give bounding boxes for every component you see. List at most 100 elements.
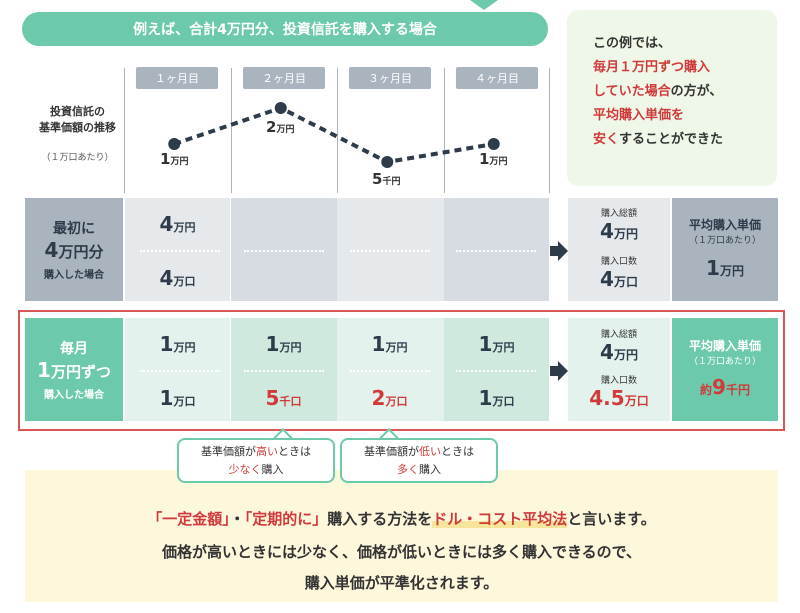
highlight-frame: [18, 310, 785, 431]
monthly-cell-1: [125, 318, 230, 421]
note-line1: この例では、: [593, 36, 672, 51]
monthly-label-line3: 購入した場合: [44, 390, 104, 401]
arrow-head-icon: [558, 361, 568, 381]
lump-cell-1: [125, 198, 230, 301]
lump-sum-label: 最初に 4万円分 購入した場合: [25, 198, 123, 301]
monthly-cell-2: [231, 318, 337, 421]
divider: [350, 250, 430, 252]
monthly-units-4: 1万口: [478, 386, 515, 410]
column-divider: [231, 68, 232, 193]
monthly-avg-title: 平均購入単価: [688, 339, 761, 353]
lump-average: 平均購入単価 （１万口あたり） 1万円: [672, 198, 778, 301]
conclusion-line1: 「一定金額」・「定期的に」購入する方法をドル・コスト平均法と言います。: [147, 510, 656, 528]
divider: [350, 370, 430, 372]
trend-title: 投資信託の 基準価額の推移: [30, 104, 125, 136]
trend-point-4: [487, 138, 500, 150]
monthly-summary: 購入総額 4万円 購入口数 4.5万口: [568, 318, 670, 421]
lump-amount: 4万円: [159, 212, 196, 236]
trend-line: [173, 105, 495, 165]
monthly-units-3: 2万口: [371, 386, 408, 410]
note-line4: 平均購入単価を: [593, 108, 685, 123]
lump-cell-2: [231, 198, 337, 301]
month-header-1: １ヶ月目: [136, 67, 218, 89]
explanation-note: この例では、 毎月１万円ずつ購入 していた場合の方が、 平均購入単価を 安くする…: [567, 10, 777, 186]
note-line3-emph: していた場合: [593, 84, 671, 99]
lump-label-line3: 購入した場合: [44, 270, 104, 281]
price-trend-chart: [168, 102, 500, 168]
lump-label-line1: 最初に: [53, 221, 95, 237]
price-label-1: 1万円: [160, 150, 189, 168]
bubble2-line2: 多く購入: [397, 463, 441, 476]
lump-total-value: 4万円: [600, 218, 638, 243]
column-divider: [444, 68, 445, 193]
monthly-total-label: 購入総額: [600, 329, 637, 340]
lump-avg-value: 1万円: [706, 256, 744, 280]
monthly-total-value: 4万円: [600, 339, 638, 364]
bubble1-line2: 少なく購入: [228, 463, 284, 476]
month-header-2: ２ヶ月目: [243, 67, 325, 89]
arrow-icon: [550, 366, 560, 376]
monthly-label: 毎月 1万円ずつ 購入した場合: [25, 318, 123, 421]
divider: [244, 250, 324, 252]
arrow-icon: [550, 246, 560, 256]
monthly-cell-4: [444, 318, 549, 421]
monthly-amount-1: 1万円: [159, 332, 196, 356]
monthly-units-1: 1万口: [159, 386, 196, 410]
lump-summary: 購入総額 4万円 購入口数 4万口: [568, 198, 670, 301]
column-divider: [124, 68, 125, 193]
trend-point-1: [168, 138, 181, 150]
trend-subtitle: （１万口あたり）: [41, 153, 114, 163]
monthly-cell-3: [337, 318, 444, 421]
lump-units-value: 4万口: [600, 266, 638, 291]
conclusion-line2: 価格が高いときには少なく、価格が低いときには多く購入できるので、: [161, 543, 642, 561]
price-label-4: 1万円: [479, 150, 508, 168]
note-line3: していた場合の方が、: [593, 80, 777, 104]
monthly-amount-2: 1万円: [265, 332, 302, 356]
monthly-amount-3: 1万円: [371, 332, 408, 356]
trend-point-2: [274, 102, 287, 114]
trend-point-3: [381, 156, 394, 168]
monthly-units-label: 購入口数: [600, 375, 637, 386]
divider: [140, 370, 220, 372]
lump-total-label: 購入総額: [600, 208, 637, 219]
lump-cell-3: [337, 198, 444, 301]
divider: [140, 250, 220, 252]
lump-avg-sub: （１万口あたり）: [688, 236, 761, 246]
monthly-avg-sub: （１万口あたり）: [688, 357, 761, 367]
lump-avg-title: 平均購入単価: [688, 218, 761, 232]
monthly-label-line2: 1万円ずつ: [37, 358, 111, 382]
note-line5-emph: 安く: [593, 132, 620, 147]
monthly-units-value: 4.5万口: [589, 385, 649, 410]
note-line5-rest: することができた: [619, 132, 724, 147]
month-header-3: ３ヶ月目: [349, 67, 431, 89]
divider: [456, 370, 536, 372]
column-divider: [337, 68, 338, 193]
lump-units: 4万口: [159, 266, 196, 290]
divider: [244, 370, 324, 372]
note-line3-rest: の方が、: [670, 84, 723, 99]
divider: [456, 250, 536, 252]
bubble1-line1: 基準価額が高いときは: [201, 445, 311, 458]
monthly-avg-value: 約9千円: [700, 375, 750, 399]
price-label-2: 2万円: [266, 118, 295, 136]
arrow-head-icon: [558, 241, 568, 261]
note-line2: 毎月１万円ずつ購入: [593, 60, 711, 75]
header-notch: [470, 0, 498, 10]
lump-units-label: 購入口数: [600, 256, 637, 267]
lump-cell-4: [444, 198, 549, 301]
callout-high-price: 基準価額が高いときは 少なく購入: [177, 438, 335, 483]
trend-title-line1: 投資信託の: [50, 105, 105, 118]
monthly-average: 平均購入単価 （１万口あたり） 約9千円: [672, 318, 778, 421]
conclusion-box: [25, 470, 778, 602]
header-title: 例えば、合計4万円分、投資信託を購入する場合: [22, 12, 548, 46]
column-divider: [549, 68, 550, 193]
note-line5: 安くすることができた: [593, 128, 777, 152]
monthly-units-2: 5千口: [265, 386, 302, 410]
monthly-amount-4: 1万円: [478, 332, 515, 356]
conclusion-line3: 購入単価が平準化されます。: [304, 574, 499, 592]
trend-title-line2: 基準価額の推移: [39, 121, 116, 134]
lump-label-line2: 4万円分: [44, 238, 104, 262]
callout-low-price: 基準価額が低いときは 多く購入: [340, 438, 498, 483]
price-label-3: 5千円: [372, 170, 401, 188]
month-header-4: ４ヶ月目: [456, 67, 538, 89]
